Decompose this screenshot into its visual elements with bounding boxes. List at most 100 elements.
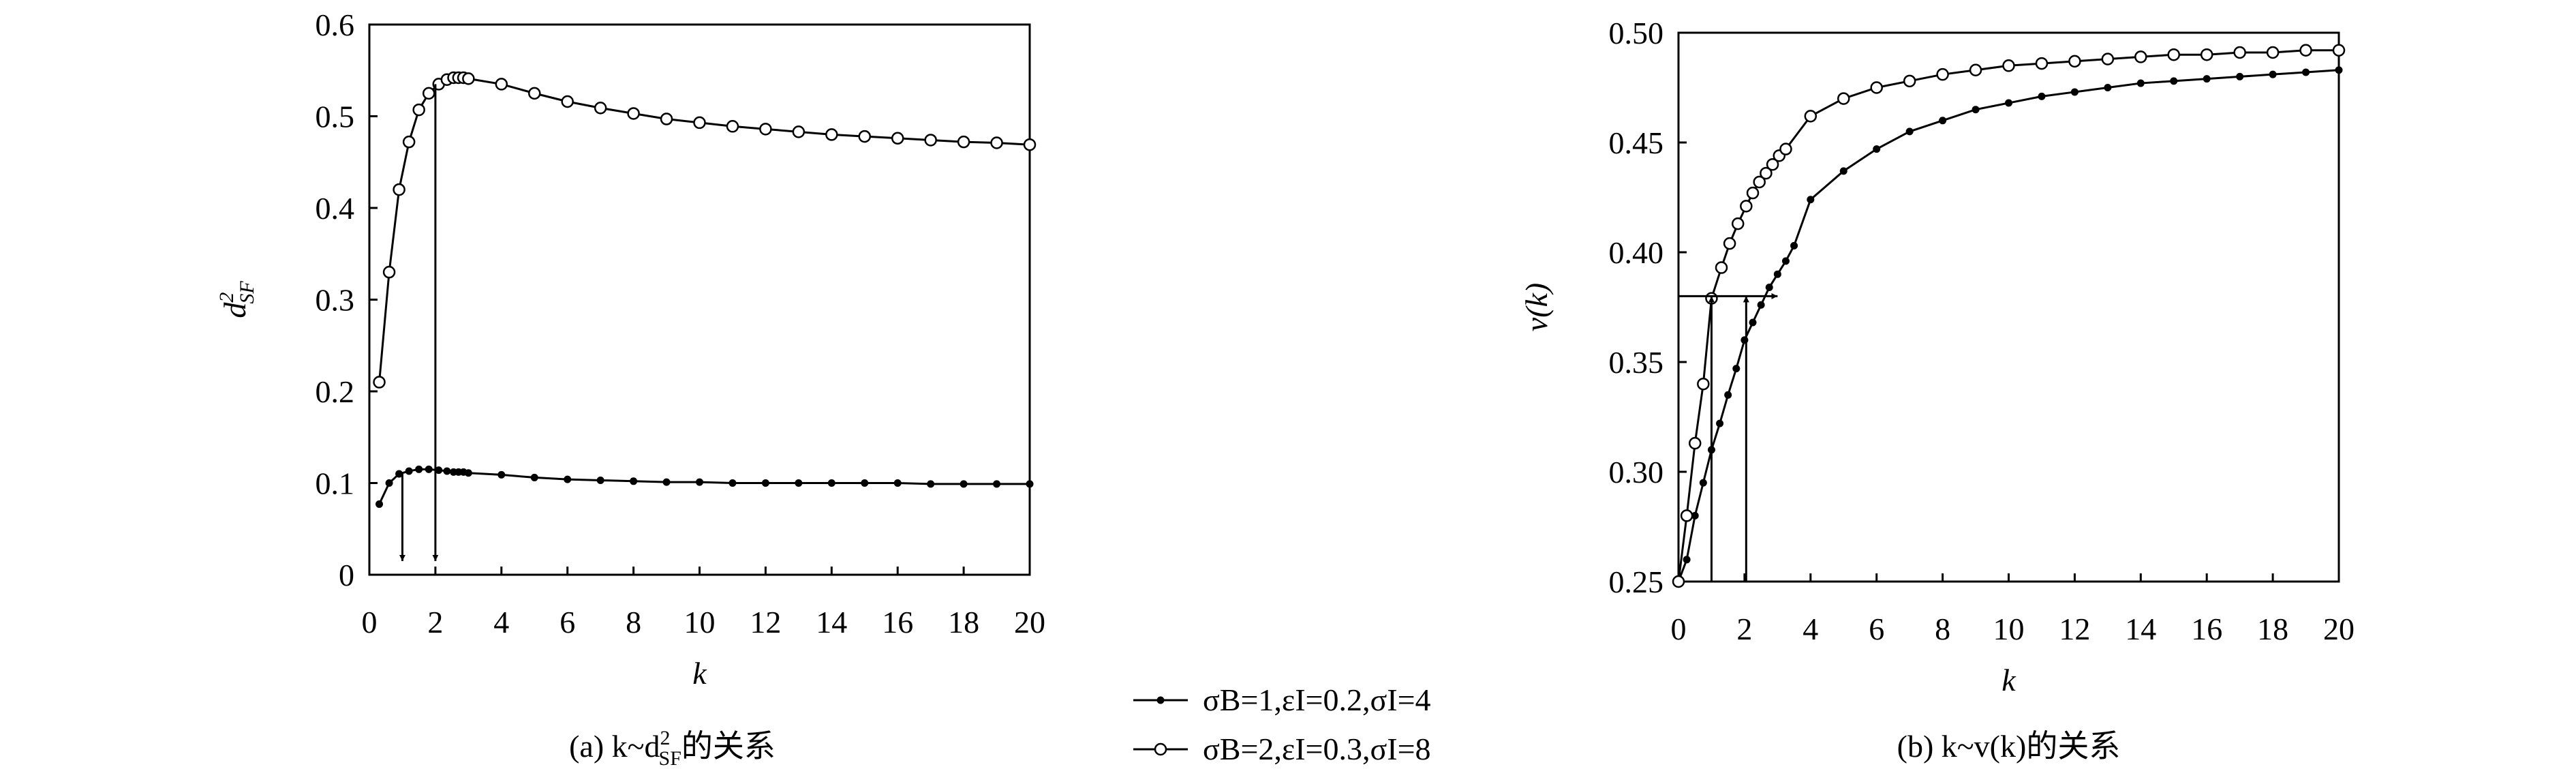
legend-label: σB=2,εI=0.3,σI=8 [1203,732,1431,766]
y-axis-label: v(k) [1519,283,1554,331]
legend-marker [1154,742,1167,756]
data-point [1837,92,1850,105]
y-tick-label: 0.30 [1609,455,1664,490]
data-point [924,134,937,147]
data-point [1765,284,1773,292]
data-point [891,132,904,145]
y-axis-label-part: 2 [215,292,238,303]
data-point [1779,142,1792,155]
data-point [1731,217,1745,230]
data-point [1691,511,1699,520]
data-point [561,95,574,108]
data-point [564,475,572,483]
data-point [2136,79,2145,87]
data-point [2266,46,2280,59]
x-tick-label: 10 [684,605,716,640]
x-tick-label: 0 [362,605,378,640]
data-point [1732,365,1741,373]
data-point [1773,270,1781,278]
data-point [1873,145,1881,153]
data-point [1903,74,1916,88]
data-point [415,465,423,473]
data-point [2332,44,2346,57]
data-point [1023,138,1037,151]
data-point [1716,419,1724,427]
data-point [1905,127,1914,136]
x-tick-label: 6 [559,605,575,640]
y-tick-label: 0.50 [1609,16,1664,50]
data-point [1790,241,1798,250]
data-point [627,107,640,120]
data-point [2269,70,2277,78]
data-point [1697,377,1710,391]
data-point [402,135,416,149]
data-point [395,470,403,478]
data-point [960,480,968,488]
data-point [1757,301,1765,309]
data-point [596,476,604,484]
data-point [761,479,769,487]
data-point [2233,46,2246,59]
data-point [2203,75,2211,83]
data-point [1683,556,1691,564]
data-point [1936,67,1949,81]
x-tick-label: 4 [1803,612,1818,646]
x-tick-label: 2 [427,605,443,640]
data-point [1753,175,1766,189]
data-point [405,467,413,475]
x-tick-label: 6 [1869,612,1884,646]
data-point [2236,72,2244,80]
caption-part: 2 [660,727,671,749]
data-point [2038,92,2046,100]
data-point [1740,200,1753,213]
data-point [1699,479,1707,487]
x-tick-label: 2 [1736,612,1752,646]
data-point [696,478,703,486]
data-point [1026,480,1034,488]
data-point [729,479,737,487]
x-tick-label: 14 [816,605,847,640]
x-tick-label: 4 [493,605,509,640]
data-point [726,120,739,133]
y-tick-label: 0.45 [1609,125,1664,160]
data-point [497,470,506,479]
y-axis-label: d2SF [215,281,258,318]
data-point [2005,99,2012,107]
x-tick-label: 8 [1935,612,1950,646]
data-point [795,479,803,487]
x-axis-label: k [2002,663,2017,697]
x-tick-label: 12 [750,605,781,640]
data-point [1972,106,1980,114]
data-point [393,183,405,196]
data-point [382,265,396,279]
data-point [2070,88,2079,96]
data-point [825,128,838,141]
data-point [993,480,1001,488]
data-point [2134,50,2147,63]
data-point [1749,318,1757,327]
data-point [2167,48,2180,61]
data-point [893,479,902,487]
data-point [861,479,869,487]
x-tick-label: 8 [626,605,641,640]
x-tick-label: 16 [882,605,913,640]
data-point [1760,166,1773,180]
data-point [1746,186,1760,200]
data-point [385,479,393,487]
x-tick-label: 20 [2323,612,2355,646]
data-point [927,480,935,488]
data-point [2299,44,2312,57]
x-tick-label: 12 [2059,612,2090,646]
data-point [530,473,538,481]
data-point [660,112,673,125]
series-line [1677,69,2340,582]
data-point [1939,117,1947,125]
data-point [827,479,835,487]
y-tick-label: 0.35 [1609,345,1664,380]
data-point [1839,167,1847,175]
data-point [528,87,541,100]
data-point [957,135,970,149]
data-point [2200,48,2213,61]
data-point [2035,57,2049,70]
